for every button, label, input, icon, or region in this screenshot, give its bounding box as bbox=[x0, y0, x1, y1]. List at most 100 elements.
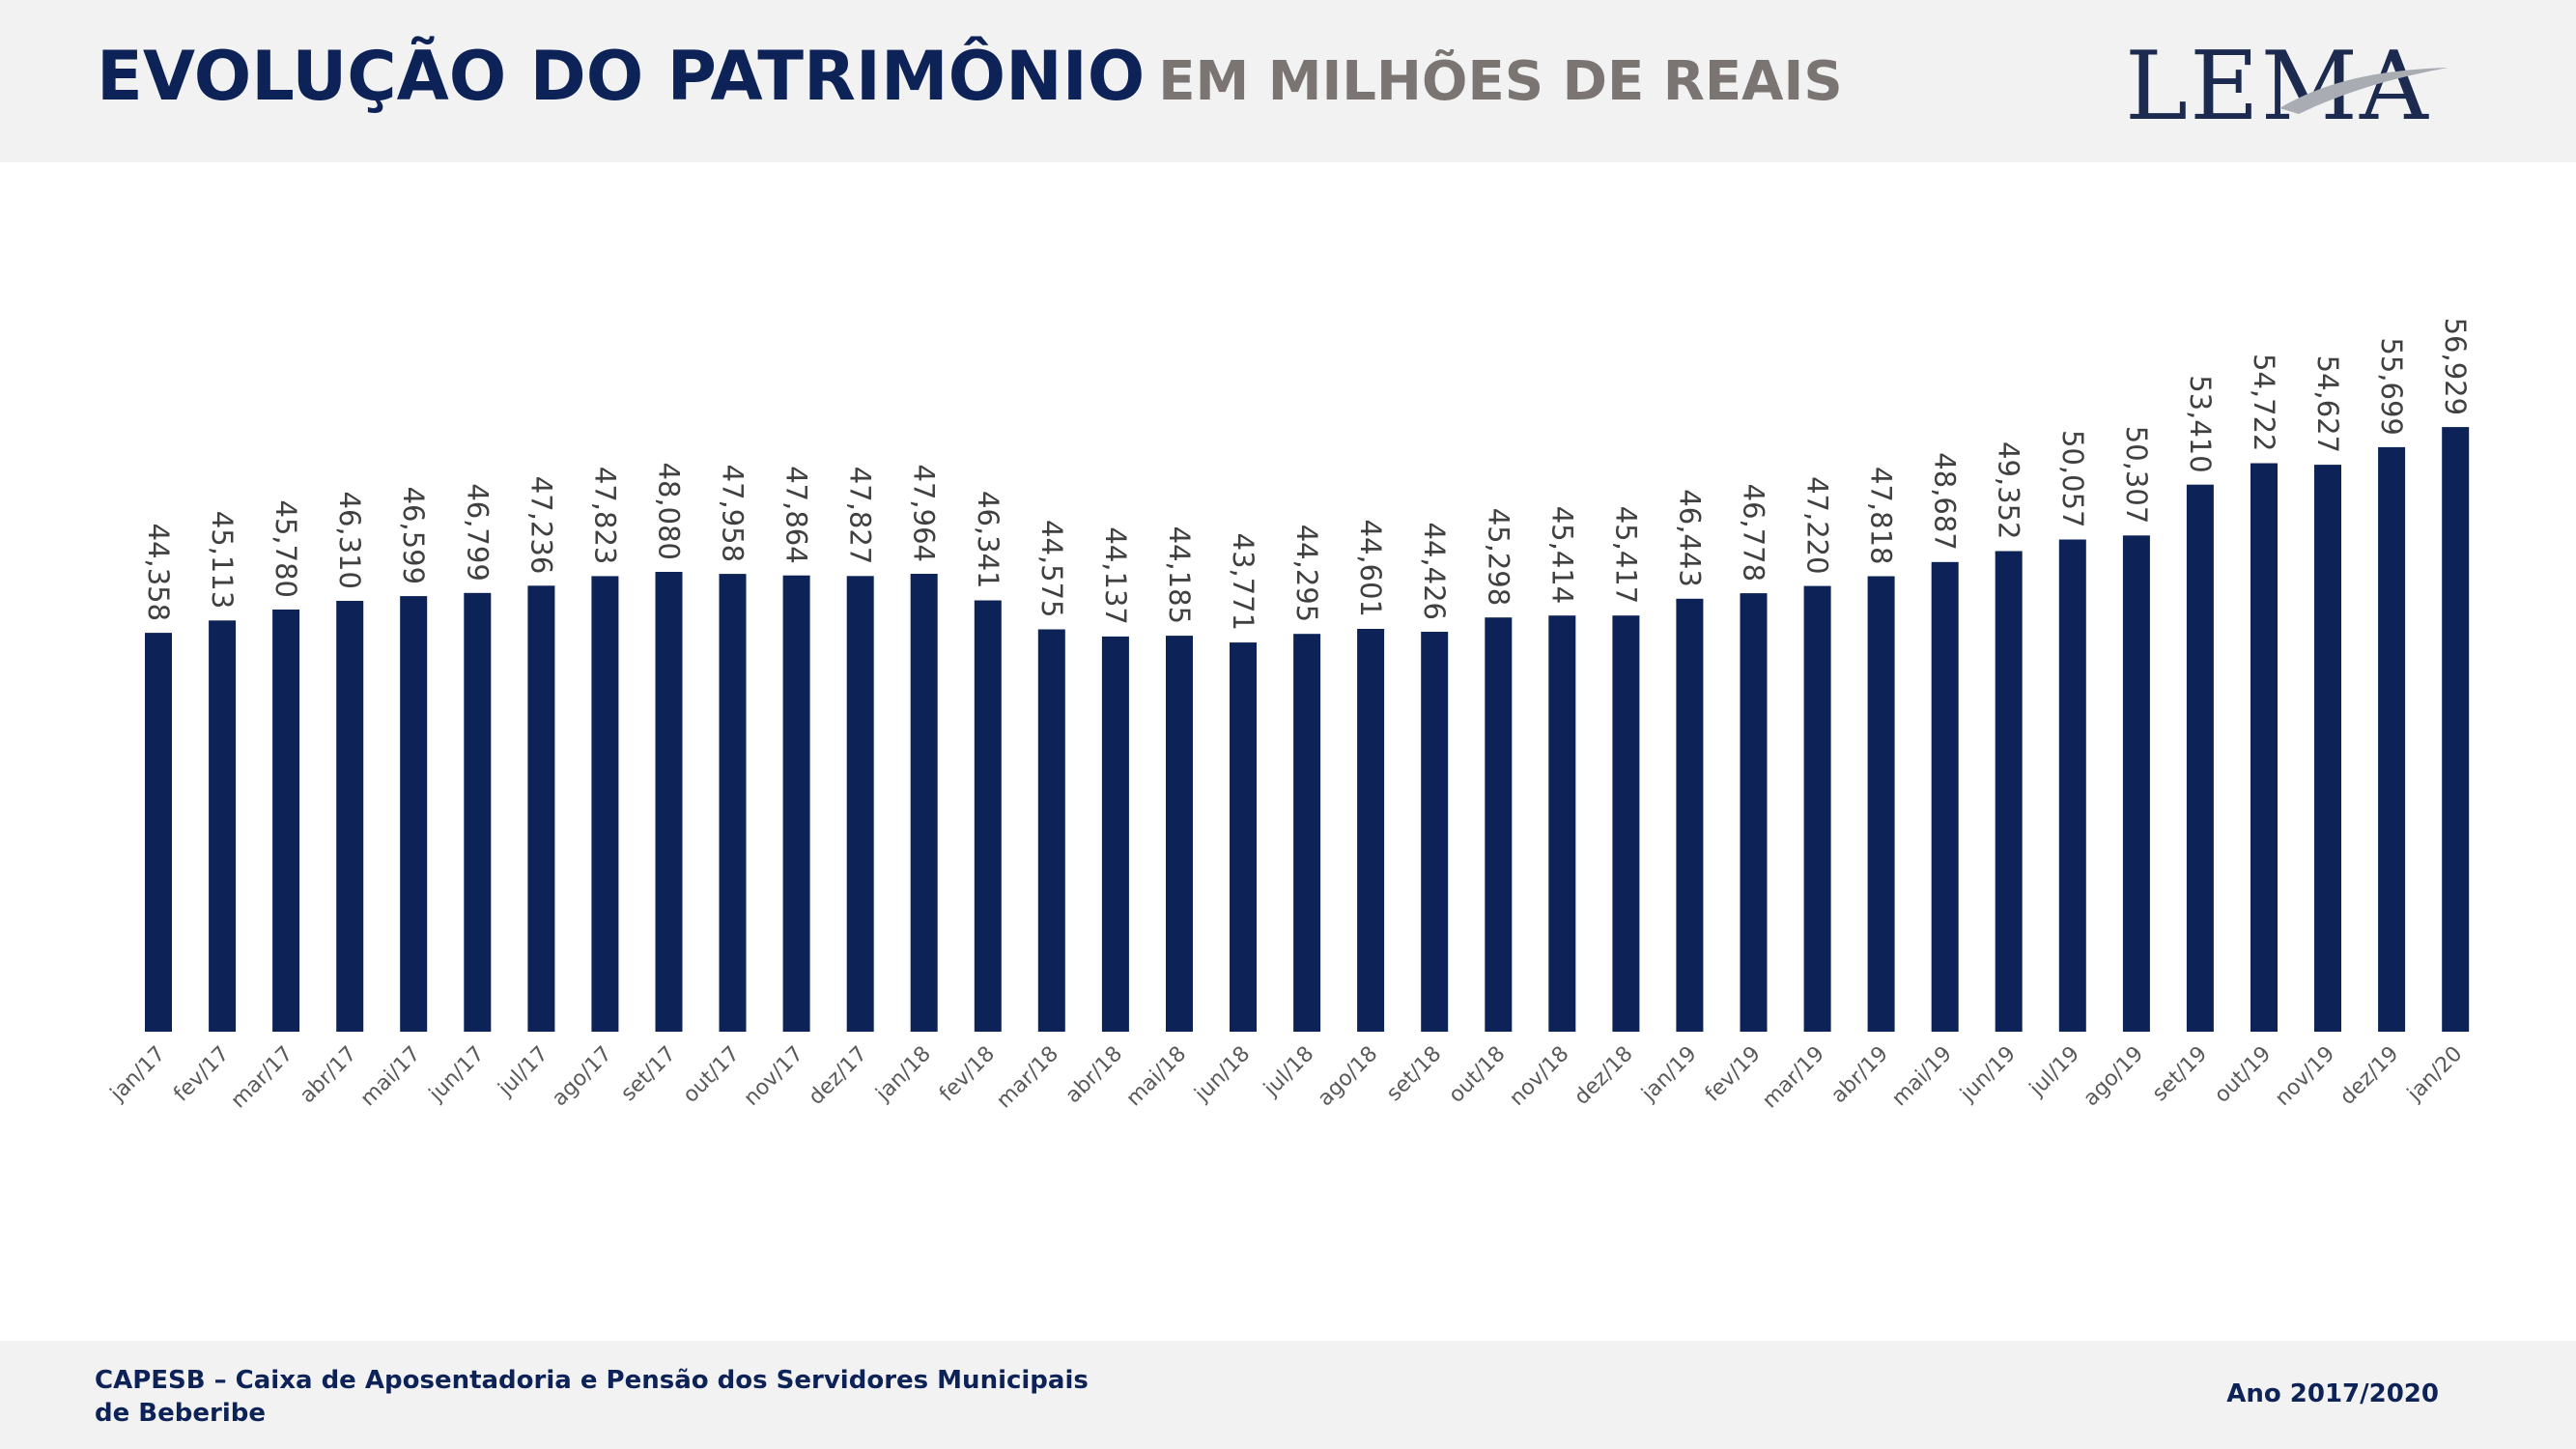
x-tick-label: set/17 bbox=[616, 1042, 680, 1106]
bar-out/18 bbox=[1485, 617, 1513, 1032]
data-label: 45,113 bbox=[206, 511, 239, 609]
x-tick-label: jul/19 bbox=[2024, 1042, 2084, 1102]
x-tick-label: dez/18 bbox=[1570, 1042, 1637, 1110]
data-label: 46,599 bbox=[397, 487, 430, 584]
data-label: 54,627 bbox=[2311, 355, 2344, 453]
data-label: 43,771 bbox=[1227, 533, 1260, 631]
x-tick-label: mar/18 bbox=[992, 1042, 1063, 1114]
x-tick-label: set/18 bbox=[1382, 1042, 1446, 1106]
x-tick-label: abr/19 bbox=[1826, 1042, 1893, 1109]
title-main: EVOLUÇÃO DO PATRIMÔNIO bbox=[97, 37, 1146, 116]
data-label: 46,799 bbox=[461, 483, 494, 581]
logo-swoosh-icon bbox=[2279, 68, 2449, 114]
data-label: 48,687 bbox=[1929, 452, 1962, 550]
bar-set/18 bbox=[1421, 632, 1449, 1032]
bar-out/17 bbox=[719, 574, 747, 1032]
chart-area: 44,358 jan/17 45,113 fev/17 45,780 mar/17 46,3… bbox=[0, 162, 2576, 1341]
x-tick-label: ago/19 bbox=[2080, 1042, 2149, 1112]
page-title: EVOLUÇÃO DO PATRIMÔNIO EM MILHÕES DE REAI… bbox=[97, 37, 1843, 116]
x-tick-label: mar/17 bbox=[227, 1042, 298, 1114]
bar-jan/18 bbox=[910, 574, 938, 1032]
data-label: 47,964 bbox=[908, 465, 941, 562]
x-tick-label: ago/17 bbox=[548, 1042, 617, 1112]
x-tick-label: out/17 bbox=[679, 1042, 745, 1108]
bar-fev/19 bbox=[1740, 593, 1768, 1032]
x-tick-label: jul/17 bbox=[494, 1042, 553, 1102]
bar-set/19 bbox=[2186, 484, 2214, 1032]
footer-period: Ano 2017/2020 bbox=[2226, 1379, 2439, 1408]
bar-dez/18 bbox=[1612, 615, 1640, 1032]
x-tick-label: fev/17 bbox=[169, 1042, 234, 1107]
data-label: 46,310 bbox=[333, 492, 366, 589]
data-label: 47,220 bbox=[1801, 476, 1834, 574]
x-tick-label: nov/19 bbox=[2271, 1042, 2339, 1111]
bar-jan/19 bbox=[1676, 598, 1704, 1032]
data-label: 48,080 bbox=[653, 463, 686, 560]
x-tick-label: mar/19 bbox=[1758, 1042, 1829, 1114]
bar-mai/17 bbox=[400, 596, 428, 1032]
x-tick-label: dez/19 bbox=[2335, 1042, 2403, 1110]
x-tick-label: mai/18 bbox=[1122, 1042, 1192, 1112]
bar-mar/19 bbox=[1803, 585, 1831, 1032]
data-label: 46,778 bbox=[1738, 484, 1770, 582]
bar-ago/18 bbox=[1357, 629, 1385, 1032]
bar-jan/20 bbox=[2442, 427, 2470, 1033]
bar-ago/17 bbox=[591, 576, 619, 1032]
data-label: 45,298 bbox=[1482, 508, 1514, 606]
x-tick-label: fev/19 bbox=[1701, 1042, 1766, 1107]
bar-mar/18 bbox=[1037, 629, 1065, 1032]
x-tick-label: nov/17 bbox=[740, 1042, 808, 1111]
data-label: 44,575 bbox=[1035, 520, 1068, 617]
data-label: 50,307 bbox=[2120, 426, 2153, 524]
bar-out/19 bbox=[2250, 463, 2278, 1032]
bar-dez/19 bbox=[2378, 446, 2406, 1032]
x-tick-label: jan/17 bbox=[105, 1042, 170, 1107]
data-label: 53,410 bbox=[2184, 375, 2217, 472]
data-label: 47,823 bbox=[588, 467, 621, 564]
lema-logo: LEMA bbox=[2125, 39, 2453, 135]
x-tick-label: out/18 bbox=[1444, 1042, 1510, 1108]
data-label: 50,057 bbox=[2056, 430, 2089, 527]
bar-jun/17 bbox=[464, 592, 492, 1032]
bar-abr/18 bbox=[1101, 636, 1129, 1032]
x-tick-label: fev/18 bbox=[935, 1042, 1000, 1107]
data-label: 44,295 bbox=[1290, 525, 1323, 622]
data-label: 44,358 bbox=[142, 524, 175, 621]
x-tick-label: set/19 bbox=[2148, 1042, 2212, 1106]
data-label: 54,722 bbox=[2248, 354, 2280, 451]
bar-jul/18 bbox=[1293, 634, 1321, 1032]
x-tick-label: out/19 bbox=[2210, 1042, 2276, 1108]
bar-nov/19 bbox=[2314, 465, 2341, 1033]
x-tick-label: ago/18 bbox=[1314, 1042, 1383, 1112]
data-label: 47,236 bbox=[524, 476, 557, 574]
bar-jan/17 bbox=[145, 633, 172, 1032]
data-label: 45,780 bbox=[269, 500, 302, 598]
x-tick-label: mai/19 bbox=[1887, 1042, 1957, 1112]
x-tick-label: jul/18 bbox=[1259, 1042, 1318, 1102]
logo-text: LEMA bbox=[2125, 32, 2430, 142]
bar-chart: 44,358 jan/17 45,113 fev/17 45,780 mar/17 46,3… bbox=[105, 318, 2472, 1114]
footer-organization: CAPESB – Caixa de Aposentadoria e Pensão… bbox=[95, 1366, 1089, 1428]
data-label: 45,414 bbox=[1545, 506, 1578, 604]
data-label: 47,827 bbox=[844, 467, 877, 564]
data-label: 46,443 bbox=[1673, 489, 1706, 586]
bar-set/17 bbox=[655, 572, 683, 1032]
bar-nov/17 bbox=[782, 575, 810, 1032]
data-label: 49,352 bbox=[1993, 441, 2025, 539]
bar-mar/17 bbox=[272, 610, 300, 1032]
x-tick-label: mai/17 bbox=[356, 1042, 426, 1112]
x-tick-label: jan/19 bbox=[1637, 1042, 1702, 1107]
data-label: 44,426 bbox=[1418, 523, 1451, 620]
data-label: 47,818 bbox=[1865, 467, 1898, 564]
data-label: 44,601 bbox=[1354, 520, 1387, 617]
data-label: 44,185 bbox=[1163, 526, 1196, 624]
title-subtitle: EM MILHÕES DE REAIS bbox=[1158, 50, 1843, 113]
data-label: 46,341 bbox=[972, 491, 1005, 588]
bar-jun/19 bbox=[1995, 551, 2023, 1032]
x-tick-label: jan/20 bbox=[2402, 1042, 2467, 1107]
x-tick-label: jun/17 bbox=[424, 1042, 489, 1107]
bar-nov/18 bbox=[1548, 615, 1576, 1032]
bar-jul/17 bbox=[527, 585, 555, 1032]
bar-fev/17 bbox=[209, 620, 237, 1032]
bar-ago/19 bbox=[2122, 535, 2150, 1032]
